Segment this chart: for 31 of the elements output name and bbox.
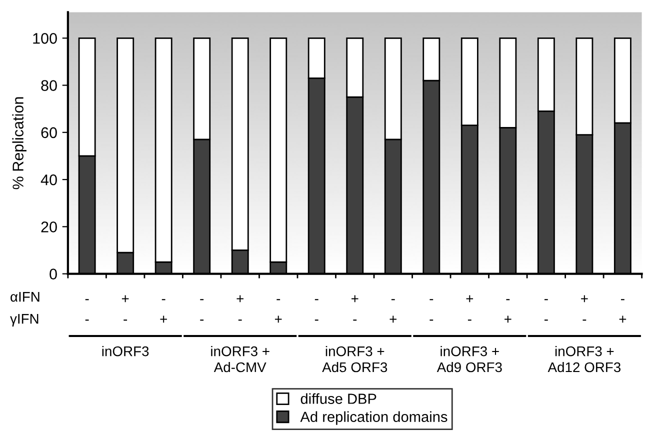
y-tick-label: 100 bbox=[33, 33, 57, 44]
text: αIFN bbox=[10, 292, 40, 302]
category-label: - - bbox=[314, 299, 318, 321]
text: inORF3 + Ad5 ORF3 bbox=[322, 346, 388, 372]
category-label: - - bbox=[430, 299, 434, 321]
y-tick-label: 0 bbox=[50, 268, 57, 280]
category-label: - - bbox=[85, 299, 89, 321]
category-label: - - bbox=[200, 299, 204, 321]
legend-label: diffuse DBP bbox=[300, 393, 376, 404]
y-tick-label: 40 bbox=[40, 174, 57, 186]
category-label: + - bbox=[122, 295, 129, 321]
category-label: + - bbox=[466, 295, 474, 321]
y-axis-title: % Replication bbox=[12, 97, 26, 190]
x-tick-label: - + bbox=[274, 299, 282, 323]
text: inORF3 + Ad12 ORF3 bbox=[548, 346, 620, 372]
y-tick-label: 60 bbox=[41, 127, 57, 138]
category-label: + - bbox=[581, 295, 588, 321]
category-label: - - bbox=[544, 299, 548, 321]
category-label: + - bbox=[236, 295, 244, 321]
legend-label: Ad replication domains bbox=[300, 411, 448, 425]
x-tick-label: - + bbox=[504, 299, 512, 323]
text: inORF3 + Ad9 ORF3 bbox=[436, 346, 502, 372]
text: inORF3 bbox=[102, 346, 149, 356]
text: γIFN bbox=[10, 314, 38, 326]
y-tick-label: 80 bbox=[41, 80, 57, 91]
x-tick-label: - + bbox=[619, 299, 626, 323]
text: inORF3 + Ad-CMV bbox=[211, 346, 270, 372]
category-label: + - bbox=[352, 295, 358, 321]
x-tick-label: - + bbox=[160, 299, 167, 323]
y-tick-label: 20 bbox=[41, 222, 57, 232]
x-tick-label: - + bbox=[390, 299, 397, 323]
